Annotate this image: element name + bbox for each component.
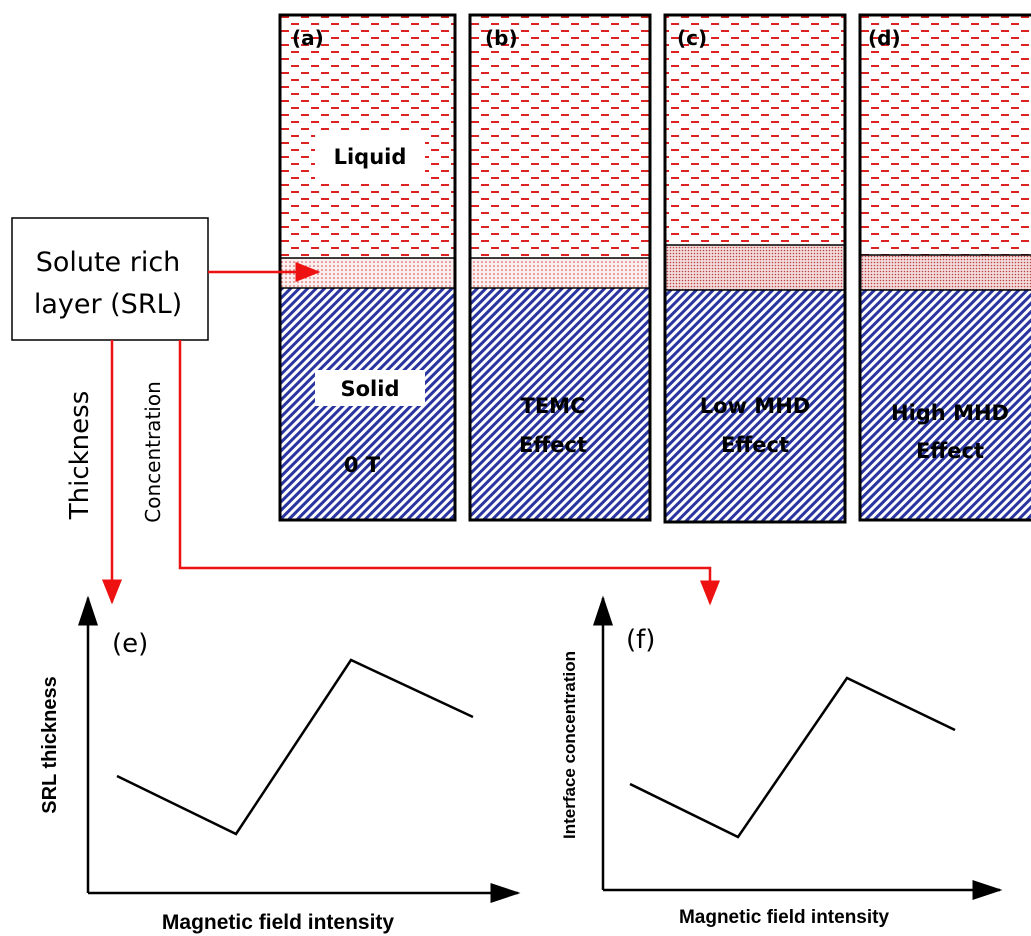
effect-text: TEMC <box>521 394 586 418</box>
solid-text: Solid <box>341 377 400 401</box>
panel-label: (b) <box>485 26 518 50</box>
field-text: 0 T <box>344 453 381 477</box>
plot-e <box>88 598 518 893</box>
effect-text: Effect <box>916 439 984 463</box>
panel-a <box>280 15 455 520</box>
y-axis-label: Interface concentration <box>560 651 579 839</box>
plot-f <box>603 598 1000 890</box>
srl-text: Solute rich <box>36 247 181 278</box>
srl-box <box>12 218 208 340</box>
effect-text: Effect <box>519 433 587 457</box>
effect-text: Effect <box>721 433 789 457</box>
liquid-text: Liquid <box>334 145 407 169</box>
y-axis-label: SRL thickness <box>39 676 61 813</box>
effect-text: High MHD <box>891 401 1009 425</box>
x-axis-label: Magnetic field intensity <box>679 907 890 928</box>
panel-label: (c) <box>677 26 707 50</box>
x-axis-label: Magnetic field intensity <box>162 911 395 934</box>
plot-label: (f) <box>626 625 655 655</box>
srl-text: layer (SRL) <box>34 289 182 320</box>
thickness-label: Thickness <box>65 391 95 521</box>
concentration-label: Concentration <box>141 381 165 522</box>
panel-label: (d) <box>868 26 901 50</box>
effect-text: Low MHD <box>700 394 810 418</box>
plot-label: (e) <box>112 629 148 659</box>
panel-label: (a) <box>292 26 324 50</box>
diagram: (a) (b) (c) (d) Liquid Solid 0 T TEMC Ef… <box>0 0 1031 936</box>
